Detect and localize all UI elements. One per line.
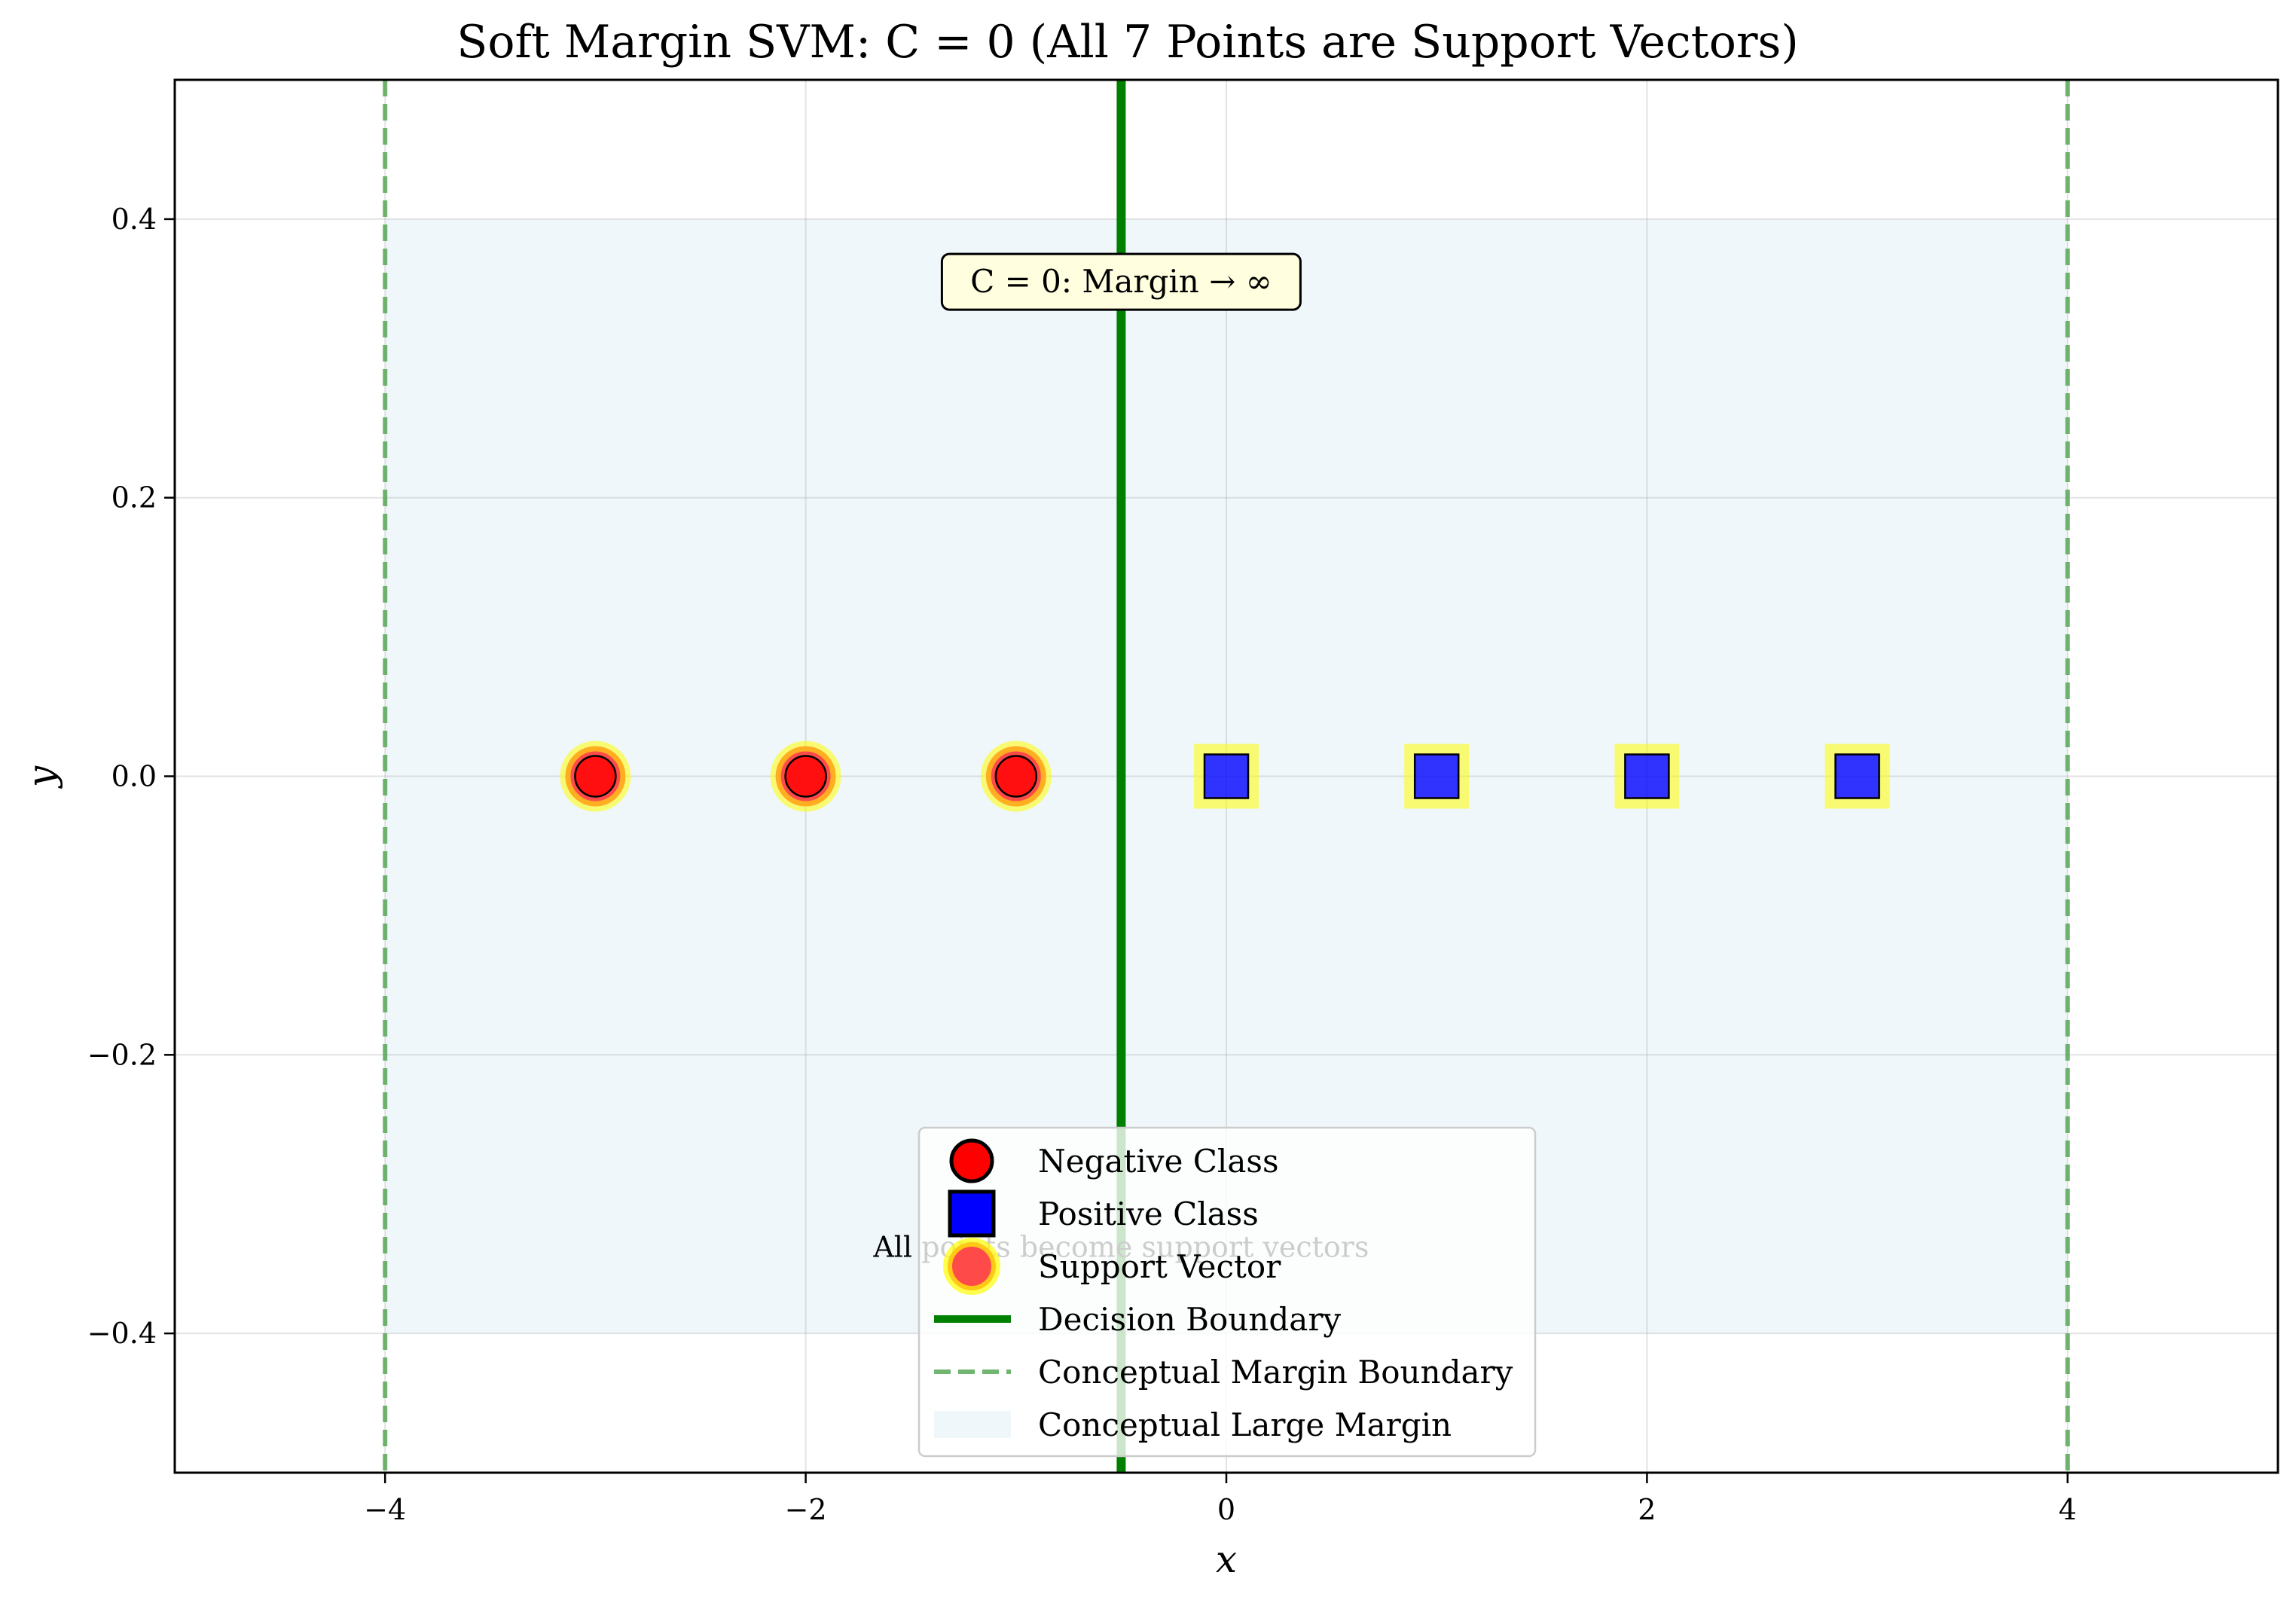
legend-label-conceptual-large-margin: Conceptual Large Margin: [1038, 1406, 1452, 1443]
legend-label-conceptual-margin-boundary: Conceptual Margin Boundary: [1038, 1354, 1513, 1391]
positive-point-3: [1834, 753, 1880, 799]
data-points-layer: [560, 740, 1890, 812]
legend-marker-positive-class: [948, 1189, 996, 1238]
y-tick-label-2: 0.0: [111, 760, 157, 793]
positive-point-2: [1624, 753, 1670, 799]
margin-note-text: C = 0: Margin → ∞: [970, 263, 1272, 300]
x-tick-label-2: 0: [1217, 1493, 1235, 1526]
legend-label-support-vector: Support Vector: [1038, 1248, 1281, 1285]
support-vector-halo-6: [1824, 744, 1890, 809]
y-tick-label-0: −0.4: [87, 1317, 157, 1350]
margin-note-box: [940, 252, 1302, 311]
legend-marker-conceptual-large-margin: [934, 1411, 1011, 1438]
support-vector-halo-4: [1404, 744, 1470, 809]
x-tick-label-1: −2: [785, 1493, 827, 1526]
legend-box: [917, 1126, 1537, 1458]
y-tick-label-1: −0.2: [87, 1038, 157, 1071]
x-tick-label-4: 4: [2059, 1493, 2077, 1526]
legend: Negative Class Positive Class Support Vect…: [917, 1126, 1537, 1458]
negative-point-2: [994, 755, 1038, 798]
positive-point-1: [1413, 753, 1460, 799]
y-tick-label-4: 0.4: [111, 203, 157, 236]
x-axis-label: x: [1216, 1537, 1237, 1581]
x-tick-label-0: −4: [364, 1493, 406, 1526]
legend-label-positive-class: Positive Class: [1038, 1195, 1259, 1232]
positive-point-0: [1203, 753, 1250, 799]
y-axis-label: y: [20, 765, 63, 789]
legend-marker-support-vector: [943, 1238, 1000, 1295]
negative-point-1: [784, 755, 827, 798]
negative-point-0: [574, 755, 617, 798]
legend-label-negative-class: Negative Class: [1038, 1143, 1279, 1180]
support-vector-halo-3: [1194, 744, 1259, 809]
legend-label-decision-boundary: Decision Boundary: [1038, 1301, 1341, 1338]
y-tick-label-3: 0.2: [111, 481, 157, 515]
ticks-layer: −4 −2 0 2 4 −0.4 −0.2 0.0 0.2 0.4: [87, 203, 2077, 1526]
chart-title: Soft Margin SVM: C = 0 (All 7 Points are…: [456, 16, 1798, 69]
legend-marker-negative-class: [949, 1138, 994, 1183]
x-tick-label-3: 2: [1638, 1493, 1656, 1526]
support-vector-halo-5: [1614, 744, 1680, 809]
